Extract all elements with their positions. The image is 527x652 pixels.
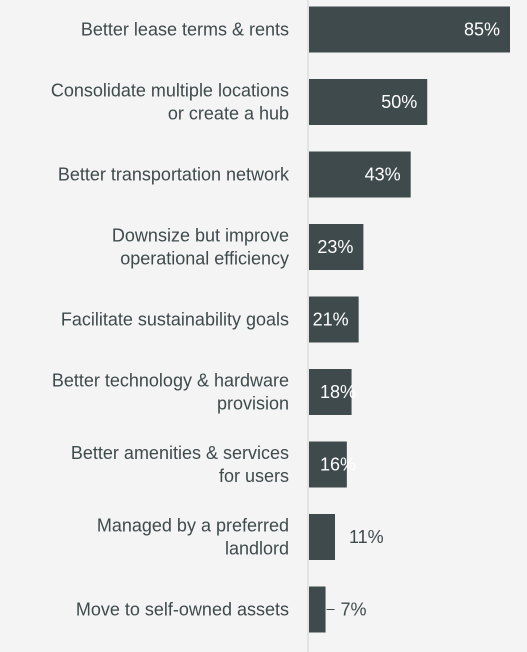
category-label: Better lease terms & rents — [81, 20, 289, 40]
value-label: 43% — [365, 165, 401, 185]
value-label: 7% — [341, 600, 367, 620]
value-label: 16% — [320, 455, 356, 475]
value-label: 11% — [349, 527, 384, 547]
category-label: Facilitate sustainability goals — [61, 310, 289, 330]
value-label: 23% — [317, 237, 353, 257]
value-label: 50% — [381, 92, 417, 112]
bar — [309, 224, 364, 270]
bar — [309, 586, 326, 633]
bar — [309, 79, 428, 125]
category-label: Downsize but improve operational efficien… — [112, 226, 289, 269]
bar — [309, 441, 347, 488]
category-label: Better transportation network — [58, 165, 290, 185]
category-label: Managed by a preferred landlord — [97, 516, 289, 559]
category-label: Better amenities & services for users — [71, 443, 289, 486]
bar — [309, 151, 411, 198]
bar — [309, 6, 510, 53]
category-label: Move to self-owned assets — [76, 600, 289, 620]
value-label: 85% — [464, 20, 500, 40]
category-label: Better technology & hardware provision — [52, 371, 289, 414]
value-label: 21% — [313, 310, 349, 330]
bar — [309, 369, 352, 415]
bar — [309, 296, 359, 343]
category-label: Consolidate multiple locations or create … — [51, 81, 289, 124]
bar — [309, 514, 336, 560]
value-label: 18% — [320, 382, 356, 402]
